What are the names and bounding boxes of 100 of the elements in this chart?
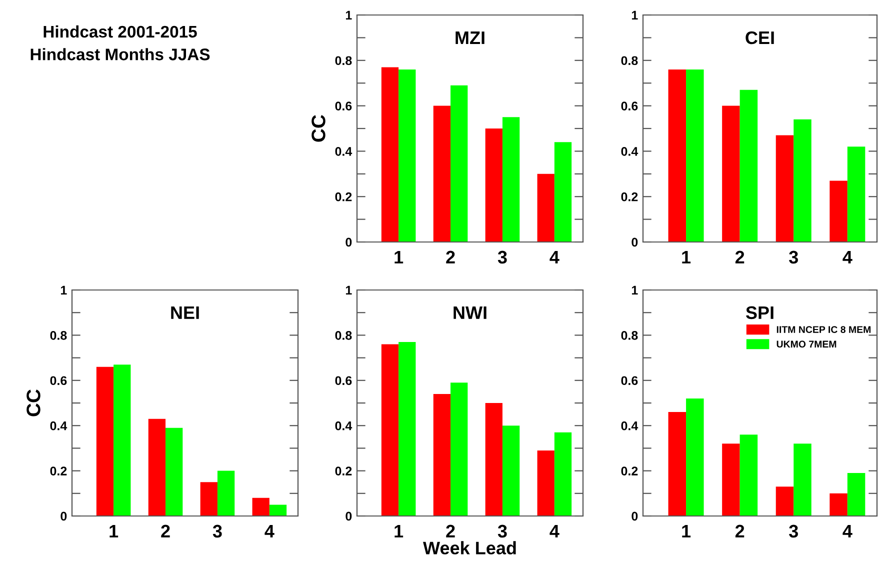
x-tick-label: 4 [550, 524, 560, 538]
bar [740, 434, 758, 516]
bar [554, 432, 572, 516]
bar [433, 106, 451, 242]
bar [537, 174, 554, 242]
y-tick-label: 0.2 [621, 192, 638, 202]
x-tick-label: 2 [735, 250, 744, 264]
bar [537, 450, 554, 516]
bar [200, 482, 218, 516]
y-tick-label: 1 [632, 10, 638, 20]
x-tick-label: 2 [446, 524, 455, 538]
bar [740, 90, 758, 242]
y-tick-label: 1 [346, 286, 352, 295]
x-tick-label: 1 [110, 524, 118, 538]
bar [776, 135, 794, 242]
y-tick-label: 0.6 [335, 102, 352, 110]
bar [794, 119, 812, 242]
y-tick-label: 0 [346, 512, 352, 521]
bar [381, 344, 399, 516]
y-tick-label: 0 [60, 512, 67, 521]
bar [668, 412, 686, 516]
x-tick-label: 1 [682, 250, 691, 264]
bar [96, 366, 114, 516]
bar [433, 394, 451, 516]
bar [217, 470, 235, 516]
bar [722, 444, 740, 516]
y-tick-label: 0.8 [621, 331, 638, 340]
bar [269, 504, 287, 516]
x-tick-label: 3 [789, 250, 798, 264]
text: CEI [746, 31, 774, 44]
y-tick-label: 0.4 [335, 421, 352, 430]
bar [722, 106, 740, 242]
y-tick-label: 1 [632, 286, 638, 295]
bar [502, 117, 520, 242]
x-tick-label: 4 [550, 250, 560, 264]
bar [830, 493, 848, 516]
y-tick-label: 0.2 [50, 466, 67, 476]
bar [668, 69, 686, 242]
y-tick-label: 0.6 [50, 376, 67, 386]
x-tick-label: 1 [394, 524, 404, 538]
y-tick-label: 0.2 [335, 466, 352, 476]
x-axis-title: Week Lead [423, 541, 516, 554]
x-tick-label: 4 [842, 524, 852, 538]
y-tick-label: 0.8 [621, 56, 638, 66]
bar [847, 146, 866, 242]
y-tick-label: 0.8 [50, 331, 67, 340]
bar [398, 342, 416, 516]
y-tick-label: 0 [346, 238, 352, 247]
bar [450, 85, 468, 242]
y-tick-label: 0.4 [50, 421, 68, 430]
bar [148, 418, 166, 516]
x-tick-label: 3 [498, 524, 507, 538]
text: NEI [171, 306, 199, 319]
text: Hindcast 2001-2015 [44, 25, 197, 38]
bar [450, 382, 468, 516]
y-tick-label: 0.6 [335, 376, 352, 386]
y-tick-label: 0.6 [621, 376, 638, 386]
bar [794, 444, 812, 516]
y-tick-label: 0.4 [621, 147, 638, 156]
y-tick-label: 0 [632, 238, 638, 247]
y-axis-title: CC [312, 114, 326, 142]
x-tick-label: 2 [735, 524, 744, 538]
x-tick-label: 4 [842, 250, 852, 264]
bar [686, 69, 704, 242]
x-tick-label: 3 [498, 250, 507, 264]
bar [114, 364, 131, 516]
x-tick-label: 4 [264, 524, 274, 538]
x-tick-label: 2 [446, 250, 455, 264]
bar [398, 69, 416, 242]
bar [381, 67, 399, 242]
bar [502, 426, 520, 516]
bar [485, 128, 502, 242]
x-tick-label: 2 [161, 524, 170, 538]
bar [847, 473, 866, 516]
bar [166, 428, 183, 516]
bar [686, 398, 704, 516]
y-tick-label: 0.8 [335, 331, 352, 340]
x-tick-label: 1 [394, 250, 404, 264]
bar [830, 180, 848, 242]
y-tick-label: 1 [346, 10, 352, 20]
text: MZI [456, 32, 484, 44]
x-tick-label: 3 [789, 524, 798, 538]
y-tick-label: 0.2 [335, 192, 352, 202]
y-tick-label: 0.8 [335, 56, 352, 66]
legend-label: IITM NCEP IC 8 MEM [776, 326, 871, 333]
text: Hindcast Months JJAS [30, 48, 210, 60]
y-tick-label: 0.4 [335, 147, 352, 156]
legend-label: UKMO 7MEM [776, 340, 836, 348]
x-tick-label: 3 [212, 524, 222, 538]
y-tick-label: 1 [60, 286, 67, 295]
bar [252, 498, 270, 516]
x-tick-label: 1 [682, 524, 691, 538]
text: NWI [454, 306, 486, 319]
y-tick-label: 0 [632, 512, 638, 521]
y-axis-title: CC [26, 389, 40, 416]
y-tick-label: 0.4 [621, 421, 638, 430]
y-tick-label: 0.2 [621, 466, 638, 476]
bar [485, 403, 502, 516]
bar [776, 486, 794, 516]
text: SPI [746, 306, 774, 320]
